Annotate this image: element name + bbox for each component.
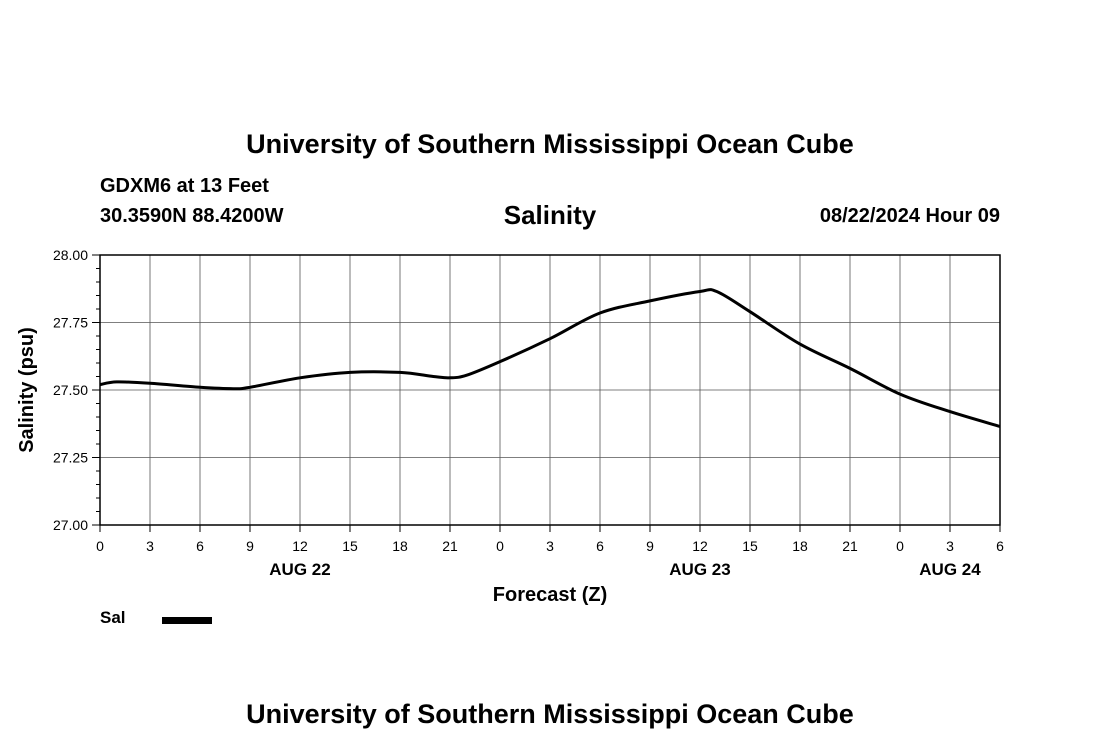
y-axis-label: Salinity (psu) bbox=[16, 327, 38, 453]
x-tick-label: 15 bbox=[342, 538, 358, 554]
forecast-datetime: 08/22/2024 Hour 09 bbox=[819, 205, 1000, 227]
station-label: GDXM6 at 13 Feet bbox=[100, 175, 269, 197]
x-day-label: AUG 22 bbox=[269, 560, 330, 579]
x-tick-label: 6 bbox=[196, 538, 204, 554]
x-tick-label: 9 bbox=[246, 538, 254, 554]
x-tick-label: 12 bbox=[692, 538, 708, 554]
x-tick-label: 18 bbox=[392, 538, 408, 554]
coordinates-label: 30.3590N 88.4200W bbox=[100, 205, 284, 227]
y-tick-label: 27.25 bbox=[53, 450, 88, 466]
x-axis-label: Forecast (Z) bbox=[493, 584, 607, 606]
x-tick-label: 0 bbox=[896, 538, 904, 554]
x-tick-label: 0 bbox=[496, 538, 504, 554]
x-tick-label: 3 bbox=[146, 538, 154, 554]
y-tick-label: 28.00 bbox=[53, 247, 88, 263]
series-line-sal bbox=[99, 288, 1001, 428]
x-day-label: AUG 23 bbox=[669, 560, 730, 579]
legend-label: Sal bbox=[100, 608, 126, 627]
x-tick-label: 15 bbox=[742, 538, 758, 554]
x-tick-label: 6 bbox=[996, 538, 1004, 554]
x-tick-label: 3 bbox=[546, 538, 554, 554]
y-tick-label: 27.75 bbox=[53, 315, 88, 331]
x-tick-label: 21 bbox=[442, 538, 458, 554]
x-tick-label: 6 bbox=[596, 538, 604, 554]
x-day-label: AUG 24 bbox=[919, 560, 981, 579]
legend-line-swatch bbox=[162, 617, 212, 624]
x-tick-label: 3 bbox=[946, 538, 954, 554]
x-tick-label: 9 bbox=[646, 538, 654, 554]
x-tick-label: 21 bbox=[842, 538, 858, 554]
x-tick-label: 18 bbox=[792, 538, 808, 554]
footer-title: University of Southern Mississippi Ocean… bbox=[246, 699, 854, 729]
x-tick-label: 0 bbox=[96, 538, 104, 554]
y-tick-label: 27.50 bbox=[53, 382, 88, 398]
page-title: University of Southern Mississippi Ocean… bbox=[246, 129, 854, 159]
chart-title: Salinity bbox=[503, 200, 597, 230]
y-tick-label: 27.00 bbox=[53, 517, 88, 533]
plot-frame bbox=[99, 254, 1001, 526]
x-tick-label: 12 bbox=[292, 538, 308, 554]
